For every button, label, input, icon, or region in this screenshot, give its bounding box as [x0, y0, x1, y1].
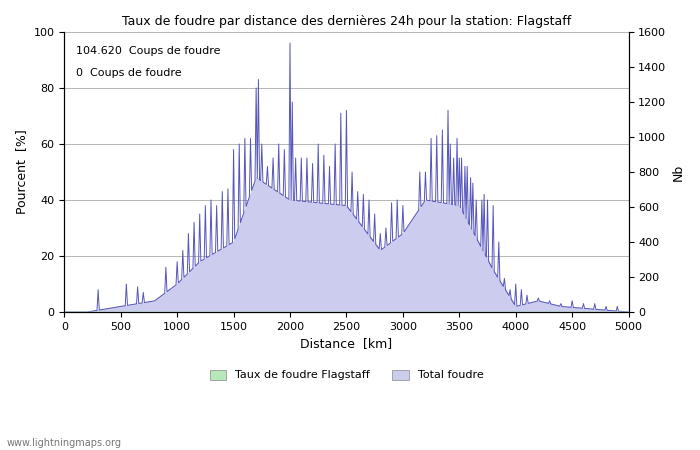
Y-axis label: Nb: Nb: [672, 163, 685, 180]
Text: www.lightningmaps.org: www.lightningmaps.org: [7, 438, 122, 448]
Legend: Taux de foudre Flagstaff, Total foudre: Taux de foudre Flagstaff, Total foudre: [205, 365, 488, 385]
Text: 0  Coups de foudre: 0 Coups de foudre: [76, 68, 181, 78]
Text: 104.620  Coups de foudre: 104.620 Coups de foudre: [76, 46, 220, 56]
Y-axis label: Pourcent  [%]: Pourcent [%]: [15, 130, 28, 214]
Title: Taux de foudre par distance des dernières 24h pour la station: Flagstaff: Taux de foudre par distance des dernière…: [122, 15, 571, 28]
X-axis label: Distance  [km]: Distance [km]: [300, 338, 393, 350]
